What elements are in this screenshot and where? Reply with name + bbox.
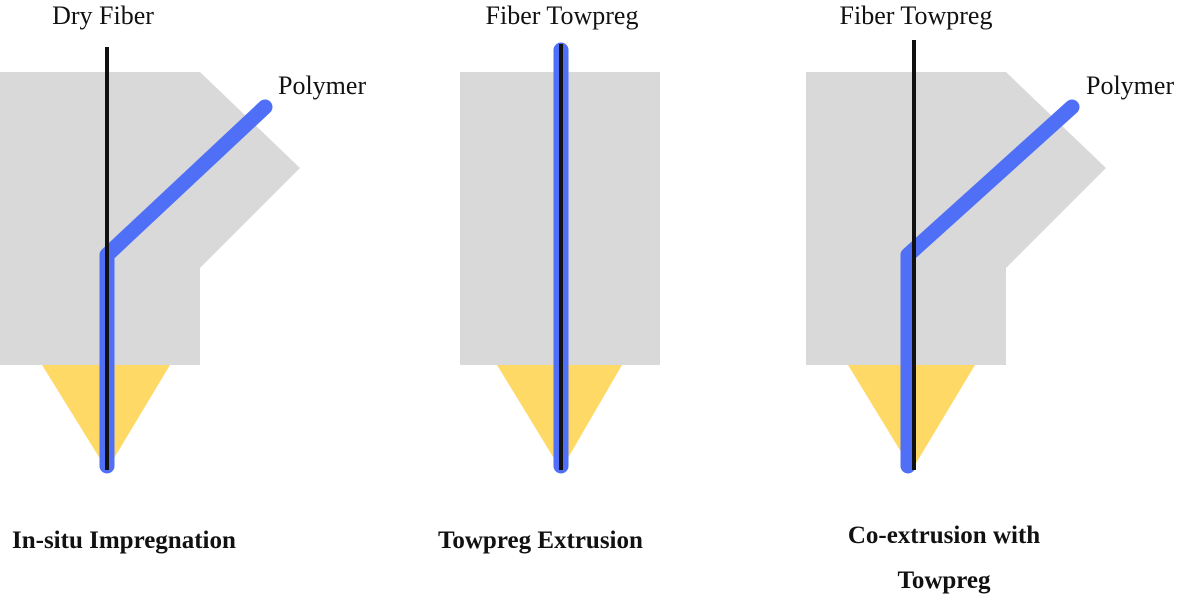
caption: In-situ Impregnation (12, 527, 236, 554)
side-label: Polymer (1086, 71, 1174, 100)
side-label: Polymer (278, 71, 366, 100)
panel-in-situ: Dry Fiber Polymer In-situ Impregnation (0, 1, 366, 554)
caption: Co-extrusion with (848, 522, 1040, 549)
panel-co-extrusion: Fiber Towpreg Polymer Co-extrusion with … (806, 1, 1174, 594)
top-label: Dry Fiber (52, 1, 154, 30)
top-label: Fiber Towpreg (840, 1, 993, 30)
polymer-path (900, 99, 1080, 474)
top-label: Fiber Towpreg (486, 1, 639, 30)
panel-towpreg: Fiber Towpreg Towpreg Extrusion (438, 1, 660, 554)
caption: Towpreg (897, 567, 991, 594)
caption: Towpreg Extrusion (438, 527, 643, 554)
